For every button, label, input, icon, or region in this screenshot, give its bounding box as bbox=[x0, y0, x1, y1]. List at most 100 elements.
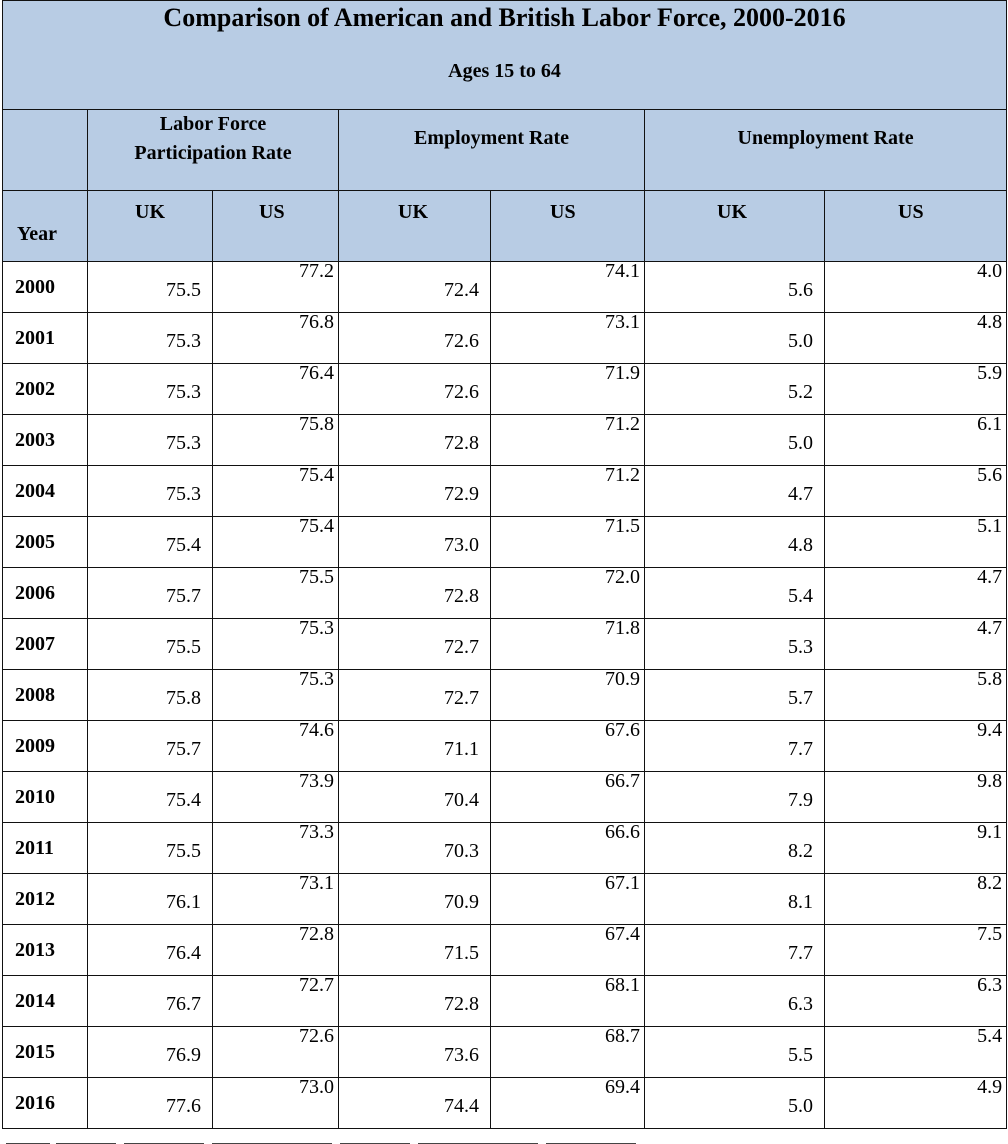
value-text: 5.1 bbox=[977, 515, 1003, 537]
empty-corner-cell bbox=[2, 109, 88, 191]
value-text: 75.7 bbox=[166, 585, 201, 607]
value-text: 75.8 bbox=[166, 687, 201, 709]
value-cell: 5.3 bbox=[644, 618, 825, 670]
value-cell: 72.7 bbox=[212, 974, 339, 1027]
value-text: 75.7 bbox=[166, 738, 201, 760]
table-subtitle: Ages 15 to 64 bbox=[448, 60, 561, 82]
table-row: 2016 77.6 73.0 74.4 69.4 5.0 4.9 bbox=[2, 1076, 1008, 1129]
value-text: 72.6 bbox=[299, 1025, 334, 1047]
table-row: 2005 75.4 75.4 73.0 71.5 4.8 5.1 bbox=[2, 515, 1008, 568]
year-cell: 2003 bbox=[2, 414, 88, 466]
table-row: 2012 76.1 73.1 70.9 67.1 8.1 8.2 bbox=[2, 872, 1008, 925]
table-row: 2010 75.4 73.9 70.4 66.7 7.9 9.8 bbox=[2, 770, 1008, 823]
value-cell: 68.7 bbox=[490, 1025, 645, 1078]
value-cell: 72.8 bbox=[212, 923, 339, 976]
value-text: 70.3 bbox=[444, 840, 479, 862]
value-text: 4.0 bbox=[977, 260, 1003, 282]
value-cell: 75.3 bbox=[212, 668, 339, 721]
year-cell: 2000 bbox=[2, 261, 88, 313]
value-text: 5.7 bbox=[788, 687, 813, 709]
value-cell: 76.8 bbox=[212, 311, 339, 364]
value-cell: 72.0 bbox=[490, 566, 645, 619]
value-text: 75.3 bbox=[166, 381, 201, 403]
table-row: 2013 76.4 72.8 71.5 67.4 7.7 7.5 bbox=[2, 923, 1008, 976]
value-cell: 76.4 bbox=[87, 924, 213, 976]
value-text: 4.7 bbox=[977, 566, 1003, 588]
value-text: 5.0 bbox=[788, 330, 813, 352]
value-cell: 69.4 bbox=[490, 1076, 645, 1129]
value-cell: 75.3 bbox=[87, 312, 213, 364]
value-cell: 75.4 bbox=[87, 771, 213, 823]
value-text: 76.9 bbox=[166, 1044, 201, 1066]
lfpr-us-header: US bbox=[212, 190, 339, 262]
unemp-uk-header: UK bbox=[644, 190, 825, 262]
value-cell: 5.6 bbox=[644, 261, 825, 313]
value-cell: 7.5 bbox=[823, 923, 1008, 976]
value-text: 73.9 bbox=[299, 770, 334, 792]
value-text: 6.3 bbox=[788, 993, 813, 1015]
value-text: 8.2 bbox=[977, 872, 1003, 894]
value-cell: 9.4 bbox=[823, 719, 1008, 772]
value-cell: 75.3 bbox=[212, 617, 339, 670]
value-text: 5.3 bbox=[788, 636, 813, 658]
value-text: 72.7 bbox=[444, 636, 479, 658]
value-cell: 74.6 bbox=[212, 719, 339, 772]
value-text: 73.3 bbox=[299, 821, 334, 843]
lfpr-header-line1: Labor Force bbox=[159, 113, 267, 135]
value-text: 75.5 bbox=[166, 279, 201, 301]
value-text: 71.5 bbox=[444, 942, 479, 964]
value-cell: 74.1 bbox=[490, 260, 645, 313]
value-text: 76.4 bbox=[299, 362, 334, 384]
emp-us-header: US bbox=[490, 190, 645, 262]
value-text: 72.4 bbox=[444, 279, 479, 301]
value-cell: 75.5 bbox=[87, 618, 213, 670]
value-text: 5.5 bbox=[788, 1044, 813, 1066]
unemployment-group-header: Unemployment Rate bbox=[643, 109, 1008, 191]
value-text: 9.1 bbox=[977, 821, 1003, 843]
value-cell: 71.1 bbox=[338, 720, 491, 772]
value-text: 75.4 bbox=[299, 515, 334, 537]
year-cell: 2006 bbox=[2, 567, 88, 619]
value-cell: 72.8 bbox=[338, 975, 491, 1027]
table-row: 2003 75.3 75.8 72.8 71.2 5.0 6.1 bbox=[2, 413, 1008, 466]
value-text: 75.4 bbox=[166, 789, 201, 811]
value-cell: 4.8 bbox=[644, 516, 825, 568]
year-cell: 2008 bbox=[2, 669, 88, 721]
value-text: 73.1 bbox=[299, 872, 334, 894]
value-cell: 72.9 bbox=[338, 465, 491, 517]
value-cell: 77.6 bbox=[87, 1077, 213, 1129]
value-cell: 5.0 bbox=[644, 312, 825, 364]
table-title: Comparison of American and British Labor… bbox=[163, 3, 846, 32]
value-cell: 75.8 bbox=[87, 669, 213, 721]
value-text: 5.6 bbox=[977, 464, 1003, 486]
value-cell: 5.6 bbox=[823, 464, 1008, 517]
table-row: 2004 75.3 75.4 72.9 71.2 4.7 5.6 bbox=[2, 464, 1008, 517]
value-cell: 73.0 bbox=[212, 1076, 339, 1129]
table-row: 2002 75.3 76.4 72.6 71.9 5.2 5.9 bbox=[2, 362, 1008, 415]
value-text: 9.8 bbox=[977, 770, 1003, 792]
year-cell: 2005 bbox=[2, 516, 88, 568]
value-text: 75.5 bbox=[299, 566, 334, 588]
value-text: 72.9 bbox=[444, 483, 479, 505]
value-cell: 76.9 bbox=[87, 1026, 213, 1078]
value-text: 7.9 bbox=[788, 789, 813, 811]
value-cell: 70.9 bbox=[490, 668, 645, 721]
value-cell: 71.9 bbox=[490, 362, 645, 415]
value-text: 75.3 bbox=[299, 617, 334, 639]
value-cell: 5.0 bbox=[644, 414, 825, 466]
value-text: 5.2 bbox=[788, 381, 813, 403]
value-cell: 70.9 bbox=[338, 873, 491, 925]
value-text: 5.4 bbox=[788, 585, 813, 607]
value-text: 4.7 bbox=[977, 617, 1003, 639]
value-text: 75.3 bbox=[166, 483, 201, 505]
year-cell: 2007 bbox=[2, 618, 88, 670]
title-row: Comparison of American and British Labor… bbox=[1, 0, 1008, 110]
lfpr-header-line2: Participation Rate bbox=[134, 142, 292, 164]
year-header: Year bbox=[2, 190, 88, 262]
value-text: 7.5 bbox=[977, 923, 1003, 945]
value-text: 6.1 bbox=[977, 413, 1003, 435]
value-cell: 71.2 bbox=[490, 413, 645, 466]
table-row: 2015 76.9 72.6 73.6 68.7 5.5 5.4 bbox=[2, 1025, 1008, 1078]
value-text: 76.8 bbox=[299, 311, 334, 333]
